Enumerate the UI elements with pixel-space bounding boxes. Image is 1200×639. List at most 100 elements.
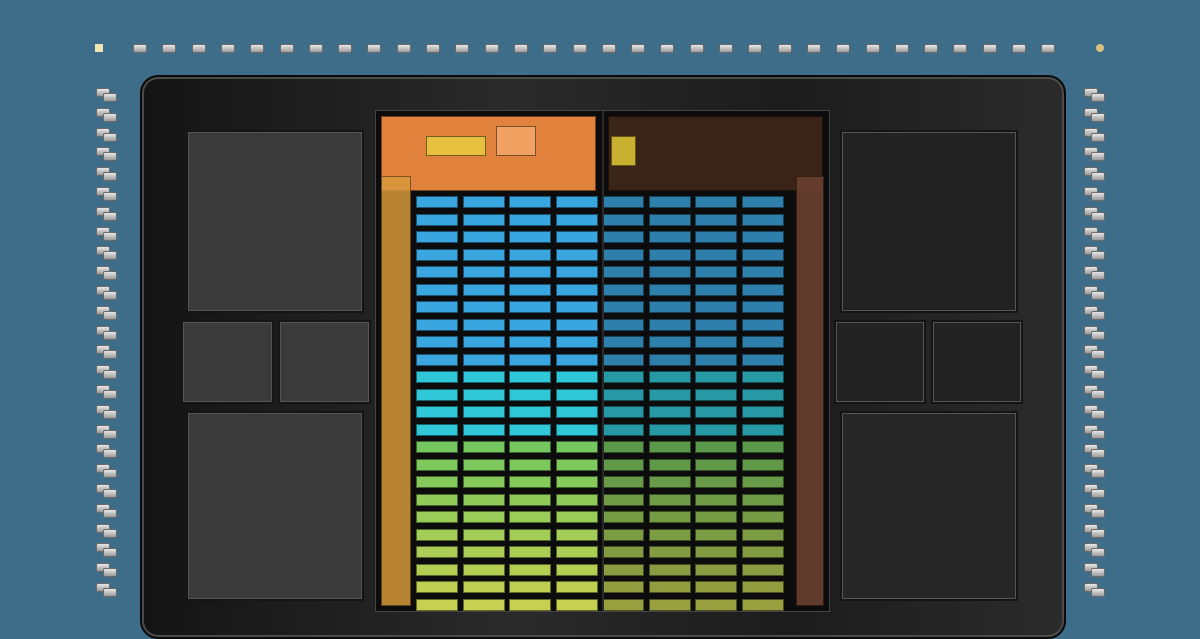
memory-cell-cyan bbox=[695, 423, 737, 436]
memory-cell-green bbox=[741, 581, 784, 593]
pin-pad bbox=[1091, 429, 1105, 439]
memory-cell-green bbox=[416, 546, 458, 558]
side-logic-left bbox=[381, 176, 411, 606]
memory-cell-blue bbox=[509, 318, 551, 331]
pin-pad bbox=[1091, 291, 1105, 300]
memory-cell-green bbox=[602, 598, 644, 611]
memory-cell-green bbox=[462, 563, 505, 576]
memory-cell-blue bbox=[648, 336, 691, 348]
memory-cell-blue bbox=[555, 266, 598, 278]
memory-cell-blue bbox=[555, 213, 598, 226]
memory-cell-cyan bbox=[741, 371, 784, 383]
pin-pad bbox=[103, 152, 117, 162]
memory-cell-green bbox=[416, 458, 458, 471]
memory-cell-blue bbox=[695, 353, 737, 366]
memory-cell-green bbox=[741, 493, 784, 506]
memory-cell-blue bbox=[462, 301, 505, 313]
memory-cell-blue bbox=[416, 248, 458, 261]
memory-cell-cyan bbox=[648, 388, 691, 401]
memory-cell-green bbox=[462, 441, 505, 453]
memory-cell-blue bbox=[602, 231, 644, 243]
pin-pad bbox=[103, 112, 117, 122]
pin-pad bbox=[279, 44, 294, 53]
pin-pad bbox=[103, 409, 117, 419]
memory-cell-blue bbox=[462, 196, 505, 208]
memory-cell-blue bbox=[462, 318, 505, 331]
memory-cell-green bbox=[695, 581, 737, 593]
pin-pad bbox=[191, 44, 206, 53]
memory-stack-right-bottom bbox=[840, 411, 1018, 601]
memory-cell-green bbox=[509, 511, 551, 523]
memory-stack-left-top bbox=[186, 130, 364, 313]
pin-pad bbox=[396, 44, 411, 53]
memory-cell-green bbox=[602, 546, 644, 558]
memory-cell-blue bbox=[555, 353, 598, 366]
memory-cell-cyan bbox=[741, 406, 784, 418]
memory-cell-blue bbox=[648, 283, 691, 296]
memory-cell-blue bbox=[462, 336, 505, 348]
pin-pad bbox=[1091, 409, 1105, 419]
memory-cell-green bbox=[509, 441, 551, 453]
memory-cell-blue bbox=[509, 196, 551, 208]
memory-cell-green bbox=[648, 598, 691, 611]
memory-cell-blue bbox=[462, 353, 505, 366]
pin-pad bbox=[103, 568, 117, 578]
memory-cell-green bbox=[695, 563, 737, 576]
memory-cell-cyan bbox=[695, 388, 737, 401]
memory-cell-blue bbox=[648, 196, 691, 208]
pin-pad bbox=[572, 44, 587, 53]
memory-cell-cyan bbox=[648, 406, 691, 418]
memory-cell-green bbox=[462, 528, 505, 541]
pin-pad bbox=[367, 44, 382, 53]
memory-cell-cyan bbox=[509, 423, 551, 436]
memory-cell-blue bbox=[462, 248, 505, 261]
memory-cell-cyan bbox=[416, 388, 458, 401]
memory-cell-blue bbox=[462, 283, 505, 296]
memory-cell-green bbox=[555, 581, 598, 593]
pin-pad bbox=[103, 93, 117, 102]
memory-cell-green bbox=[648, 441, 691, 453]
memory-cell-blue bbox=[741, 248, 784, 261]
memory-cell-blue bbox=[602, 336, 644, 348]
memory-cell-blue bbox=[602, 301, 644, 313]
memory-cell-green bbox=[462, 581, 505, 593]
pin-pad bbox=[103, 390, 117, 399]
memory-cell-blue bbox=[555, 196, 598, 208]
memory-cell-blue bbox=[648, 231, 691, 243]
logic-unit bbox=[426, 136, 486, 156]
memory-cell-green bbox=[648, 476, 691, 488]
memory-cell-cyan bbox=[741, 423, 784, 436]
memory-cell-green bbox=[695, 441, 737, 453]
memory-cell-blue bbox=[509, 301, 551, 313]
memory-cell-green bbox=[741, 441, 784, 453]
pin-pad bbox=[1091, 528, 1105, 538]
pin-pad bbox=[1091, 192, 1105, 201]
memory-cell-green bbox=[462, 476, 505, 488]
logic-unit bbox=[611, 136, 636, 166]
memory-cell-green bbox=[602, 441, 644, 453]
corner-marker bbox=[95, 44, 103, 52]
memory-cell-green bbox=[416, 476, 458, 488]
memory-cell-blue bbox=[648, 301, 691, 313]
memory-cell-cyan bbox=[555, 406, 598, 418]
memory-cell-green bbox=[462, 546, 505, 558]
memory-cell-cyan bbox=[462, 406, 505, 418]
memory-cell-green bbox=[509, 581, 551, 593]
memory-cell-blue bbox=[648, 266, 691, 278]
pin-pad bbox=[1091, 112, 1105, 122]
memory-stack-right-top bbox=[840, 130, 1018, 313]
memory-cell-blue bbox=[509, 353, 551, 366]
memory-cell-blue bbox=[462, 266, 505, 278]
memory-cell-green bbox=[416, 598, 458, 611]
memory-cell-green bbox=[555, 493, 598, 506]
memory-cell-green bbox=[509, 598, 551, 611]
memory-cell-blue bbox=[741, 301, 784, 313]
pin-pad bbox=[103, 310, 117, 320]
pin-pad bbox=[103, 231, 117, 241]
pin-pad bbox=[1091, 330, 1105, 340]
memory-cell-blue bbox=[602, 318, 644, 331]
pin-pad bbox=[953, 44, 968, 53]
corner-marker-round bbox=[1096, 44, 1104, 52]
pin-pad bbox=[631, 44, 646, 53]
memory-cell-blue bbox=[416, 353, 458, 366]
